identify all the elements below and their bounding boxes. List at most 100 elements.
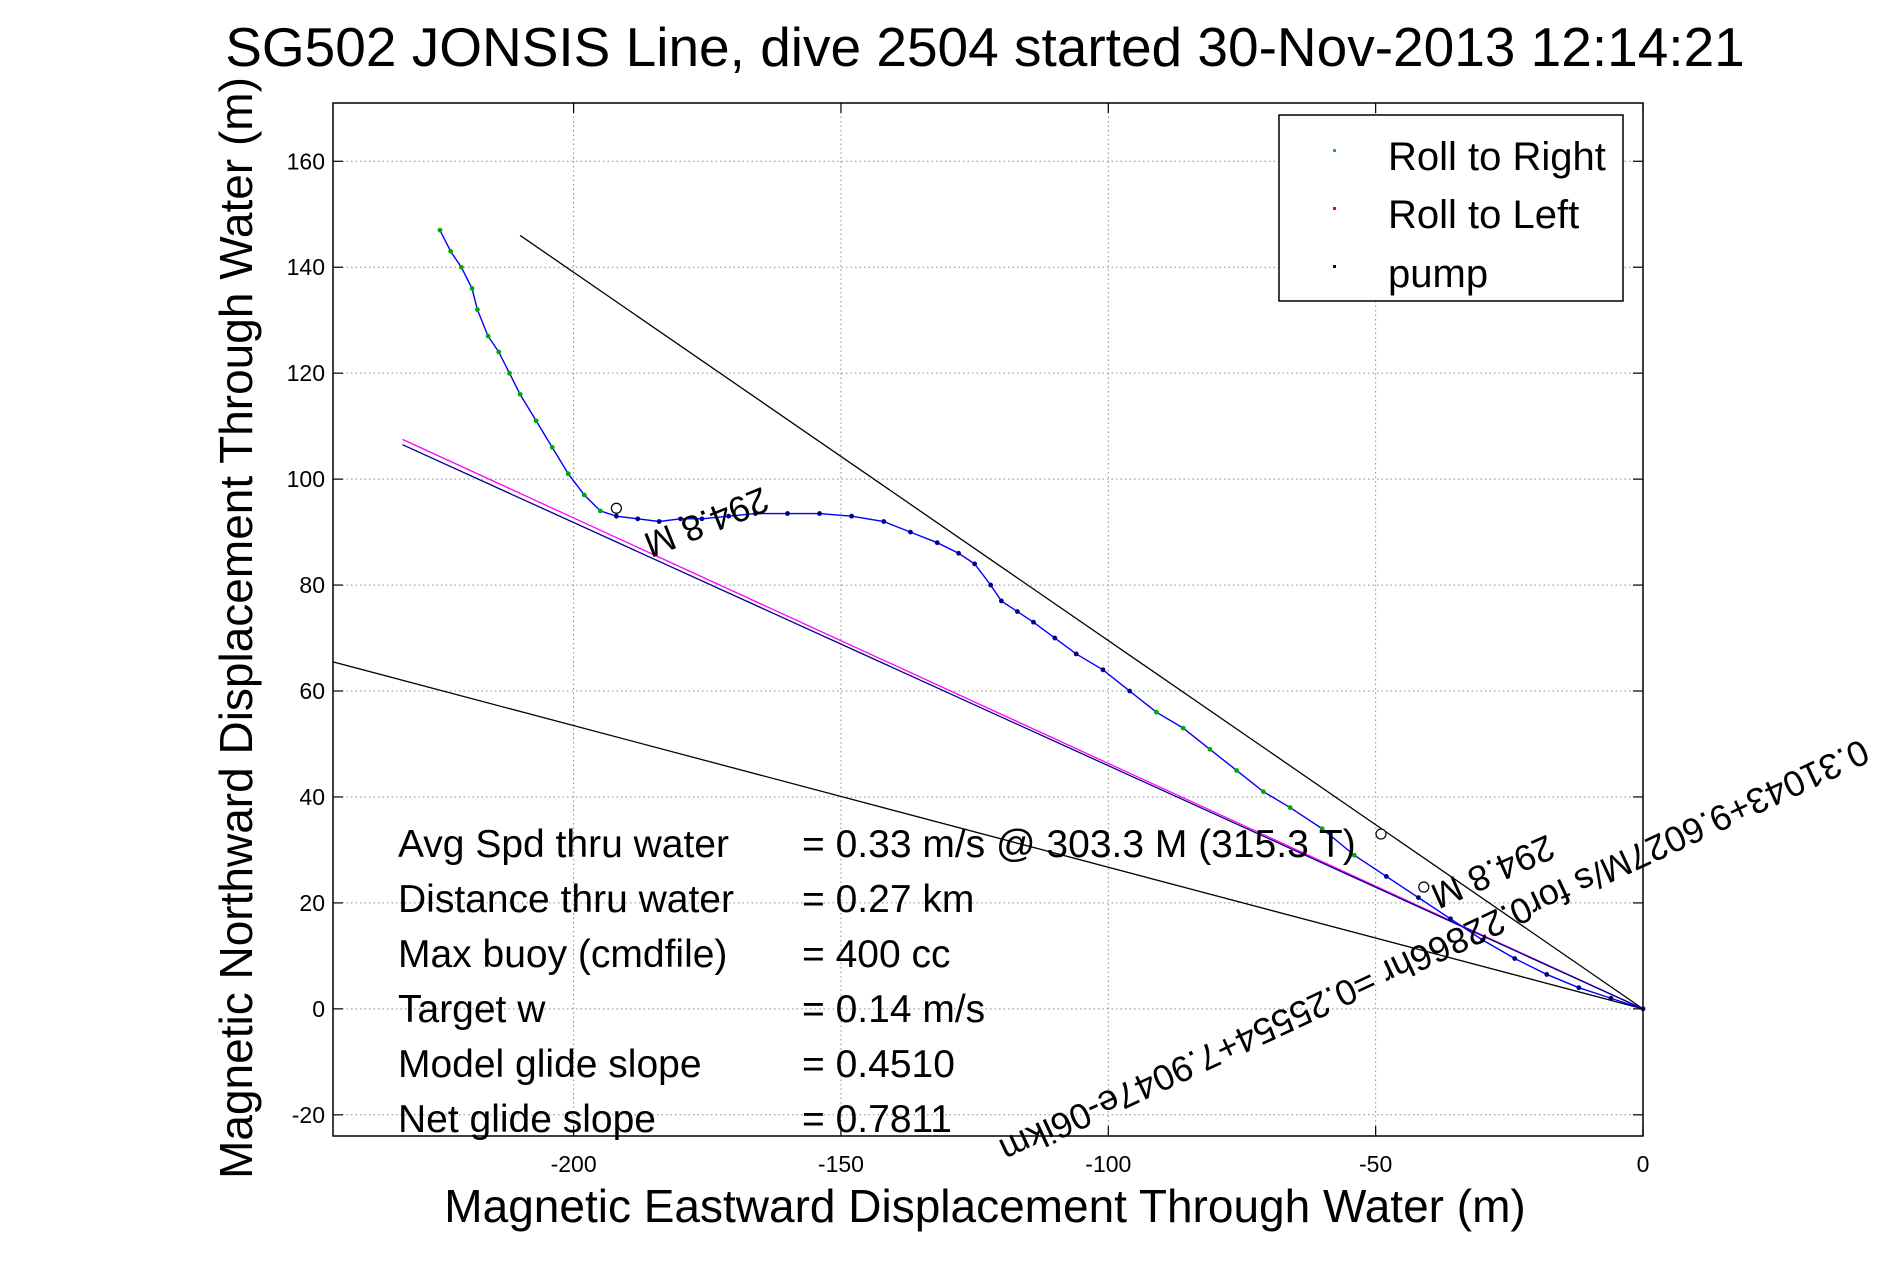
track-point <box>1319 826 1325 832</box>
y-axis-label: Magnetic Northward Displacement Through … <box>210 77 262 1179</box>
track-point <box>1576 985 1582 991</box>
track-point <box>1073 651 1079 657</box>
track-point <box>678 516 683 522</box>
track-point <box>881 519 887 524</box>
track-point <box>972 561 978 567</box>
legend-label-roll-left: Roll to Left <box>1388 193 1579 237</box>
track-point <box>1154 709 1159 715</box>
x-tick-label: -100 <box>1085 1151 1131 1177</box>
track-point <box>956 550 961 556</box>
stat-label-avg-speed: Avg Spd thru water <box>398 823 729 866</box>
track-point <box>1351 852 1357 858</box>
y-tick-label: 20 <box>299 890 325 916</box>
track-point <box>1207 746 1213 752</box>
track-point <box>1448 916 1453 922</box>
track-point <box>469 286 475 291</box>
legend-marker-pump <box>1333 265 1336 268</box>
track-point <box>517 391 523 397</box>
track-point <box>496 349 502 355</box>
track-point <box>533 418 539 424</box>
track-point <box>485 333 491 339</box>
track-point <box>635 516 641 522</box>
track-point <box>1234 768 1240 773</box>
reference-line-2 <box>402 438 1644 1010</box>
track-point <box>437 227 443 233</box>
stat-value-target-w: = 0.14 m/s <box>802 988 985 1031</box>
stat-label-model-glide: Model glide slope <box>398 1043 702 1086</box>
track-point <box>1052 635 1058 641</box>
y-tick-label: 100 <box>287 466 325 492</box>
stat-value-net-glide: = 0.7811 <box>802 1098 952 1141</box>
track-point <box>1416 895 1421 901</box>
reference-lines <box>332 234 1644 1010</box>
waypoint-marker <box>1375 828 1387 840</box>
y-tick-label: 140 <box>287 254 325 280</box>
series-layer <box>437 227 1646 1012</box>
track-point <box>597 508 603 514</box>
y-tick-label: 80 <box>299 572 325 598</box>
track-point <box>1260 789 1266 795</box>
waypoint-marker <box>610 502 622 514</box>
track-point <box>613 513 619 519</box>
track-point <box>1287 805 1293 810</box>
track-point <box>988 582 994 588</box>
x-tick-label: -50 <box>1359 1151 1392 1177</box>
reference-line-0 <box>519 234 1644 1010</box>
track-point <box>908 529 913 535</box>
y-tick-label: 40 <box>299 784 325 810</box>
track-point <box>458 264 464 270</box>
track-line <box>439 229 1644 1010</box>
legend-box <box>1278 114 1624 302</box>
stat-label-distance: Distance thru water <box>398 878 734 921</box>
track-point <box>785 511 790 516</box>
y-tick-label: -20 <box>292 1102 325 1128</box>
track-point <box>448 248 454 254</box>
marker-layer <box>610 502 1430 893</box>
x-tick-label: 0 <box>1637 1151 1650 1177</box>
y-tick-label: 0 <box>312 996 325 1022</box>
track-point <box>726 513 732 519</box>
track-point <box>507 370 512 376</box>
track-point <box>1100 667 1106 673</box>
track-point <box>474 307 480 312</box>
y-tick-label: 60 <box>299 678 325 704</box>
y-tick-label: 120 <box>287 360 325 386</box>
stat-value-max-buoy: = 400 cc <box>802 933 951 976</box>
legend-marker-roll-right <box>1333 149 1336 152</box>
track-point <box>934 540 940 546</box>
stat-value-model-glide: = 0.4510 <box>802 1043 955 1086</box>
stat-value-avg-speed: = 0.33 m/s @ 303.3 M (315.3 T) <box>802 823 1356 866</box>
track-point <box>656 519 662 524</box>
track-point <box>1015 609 1020 614</box>
stat-label-target-w: Target w <box>398 988 546 1031</box>
waypoint-marker <box>1418 881 1430 893</box>
track-point <box>753 511 758 516</box>
track-point <box>699 516 705 522</box>
x-axis-label: Magnetic Eastward Displacement Through W… <box>444 1180 1525 1232</box>
dive-stats: Avg Spd thru water = 0.33 m/s @ 303.3 M … <box>398 823 1356 1141</box>
track-point <box>549 444 555 450</box>
y-tick-label: 160 <box>287 148 325 174</box>
track-point <box>998 598 1004 604</box>
track-point <box>1180 725 1186 731</box>
track-point <box>565 471 571 477</box>
legend-label-roll-right: Roll to Right <box>1388 135 1606 179</box>
reference-line-1 <box>332 661 1644 1010</box>
x-tick-label: -150 <box>818 1151 864 1177</box>
reference-line-3 <box>402 444 1644 1010</box>
legend-label-pump: pump <box>1388 252 1488 296</box>
track-point <box>849 513 855 519</box>
track-point <box>817 511 822 516</box>
stat-label-max-buoy: Max buoy (cmdfile) <box>398 933 727 976</box>
chart-title: SG502 JONSIS Line, dive 2504 started 30-… <box>225 16 1745 78</box>
stat-label-net-glide: Net glide slope <box>398 1098 656 1141</box>
plot-frame <box>332 102 1644 1137</box>
track-point <box>1031 619 1036 625</box>
track-point <box>1480 937 1485 943</box>
track-point <box>1544 972 1550 977</box>
track-point <box>1127 688 1133 694</box>
track-point <box>1608 995 1614 1001</box>
legend-marker-roll-left <box>1333 207 1336 210</box>
